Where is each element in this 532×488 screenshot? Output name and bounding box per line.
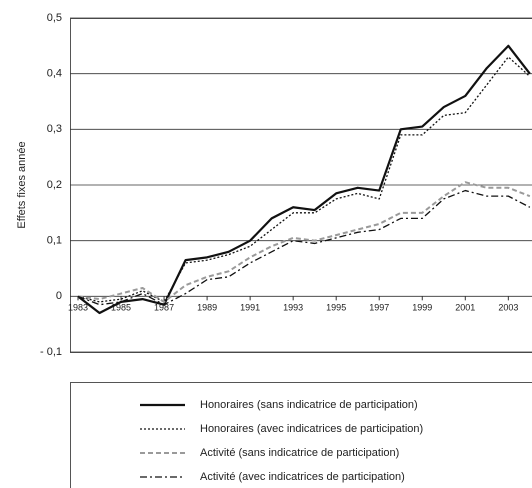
y-tick-label: 0,4 <box>47 68 62 80</box>
x-tick-label: 1991 <box>240 303 260 313</box>
y-tick-label: 0,2 <box>47 179 62 191</box>
x-tick-label: 2001 <box>455 303 475 313</box>
x-tick-label: 1987 <box>154 303 174 313</box>
y-tick-label: 0 <box>56 290 62 302</box>
legend-frame <box>70 382 532 488</box>
legend-label: Activité (avec indicatrices de participa… <box>200 471 405 483</box>
y-axis-label: Effets fixes année <box>16 141 28 228</box>
x-tick-label: 1985 <box>111 303 131 313</box>
series-line <box>77 44 531 315</box>
x-tick-label: 2003 <box>498 303 518 313</box>
series-line <box>77 56 531 303</box>
legend-label: Honoraires (sans indicatrice de particip… <box>200 399 418 411</box>
plot-frame <box>70 18 532 353</box>
x-tick-label: 1989 <box>197 303 217 313</box>
series-line <box>77 181 531 303</box>
x-tick-label: 1995 <box>326 303 346 313</box>
legend-label: Activité (sans indicatrice de participat… <box>200 447 399 459</box>
x-tick-label: 1999 <box>412 303 432 313</box>
x-tick-label: 1983 <box>68 303 88 313</box>
x-tick-label: 1993 <box>283 303 303 313</box>
y-tick-label: - 0,1 <box>40 346 62 358</box>
y-tick-label: 0,1 <box>47 235 62 247</box>
y-tick-label: 0,5 <box>47 12 62 24</box>
y-tick-label: 0,3 <box>47 123 62 135</box>
x-tick-label: 1997 <box>369 303 389 313</box>
series-line <box>77 189 531 306</box>
legend-label: Honoraires (avec indicatrices de partici… <box>200 423 423 435</box>
